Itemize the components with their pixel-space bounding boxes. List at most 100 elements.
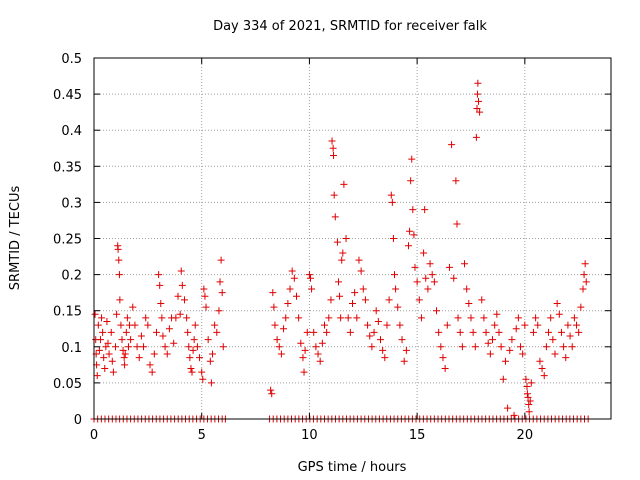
data-point bbox=[476, 108, 484, 116]
data-point bbox=[553, 299, 561, 307]
data-point bbox=[135, 354, 143, 362]
x-axis: 0 5 10 15 20 bbox=[90, 58, 533, 443]
data-point bbox=[458, 343, 466, 351]
data-point bbox=[405, 242, 413, 250]
y-tick-label: 0.25 bbox=[53, 233, 82, 248]
data-point bbox=[178, 281, 186, 289]
data-point bbox=[523, 390, 531, 398]
data-point bbox=[534, 321, 542, 329]
data-point bbox=[306, 274, 314, 282]
data-point bbox=[270, 303, 278, 311]
data-point bbox=[409, 206, 417, 214]
data-point bbox=[346, 328, 354, 336]
data-point bbox=[512, 325, 520, 333]
data-point bbox=[129, 303, 137, 311]
data-point bbox=[575, 328, 583, 336]
data-point bbox=[189, 346, 197, 354]
data-point bbox=[406, 227, 414, 235]
data-point bbox=[529, 328, 537, 336]
data-point bbox=[374, 318, 382, 326]
data-point bbox=[351, 289, 359, 297]
data-point bbox=[284, 299, 292, 307]
data-point bbox=[340, 180, 348, 188]
data-point bbox=[275, 343, 283, 351]
data-point bbox=[140, 343, 148, 351]
data-point bbox=[300, 368, 308, 376]
data-point bbox=[207, 379, 215, 387]
data-point bbox=[180, 296, 188, 304]
data-point bbox=[538, 364, 546, 372]
data-point bbox=[448, 141, 456, 149]
data-point bbox=[204, 336, 212, 344]
data-point bbox=[199, 375, 207, 383]
data-point bbox=[305, 271, 313, 279]
data-point bbox=[398, 336, 406, 344]
data-point bbox=[573, 321, 581, 329]
data-point bbox=[521, 321, 529, 329]
data-point bbox=[510, 411, 518, 419]
data-point bbox=[193, 343, 201, 351]
data-point bbox=[299, 354, 307, 362]
data-point bbox=[277, 350, 285, 358]
data-point bbox=[267, 386, 275, 394]
data-point bbox=[310, 328, 318, 336]
data-point bbox=[211, 321, 219, 329]
data-point bbox=[501, 357, 509, 365]
data-point bbox=[152, 328, 160, 336]
data-point bbox=[271, 321, 279, 329]
data-point bbox=[372, 307, 380, 315]
data-point bbox=[188, 368, 196, 376]
data-point bbox=[480, 314, 488, 322]
data-point bbox=[506, 346, 514, 354]
data-point bbox=[568, 343, 576, 351]
data-point bbox=[333, 238, 341, 246]
data-point bbox=[295, 314, 303, 322]
data-point bbox=[144, 321, 152, 329]
data-point bbox=[413, 278, 421, 286]
data-point bbox=[174, 292, 182, 300]
data-point bbox=[504, 404, 512, 412]
data-point bbox=[493, 310, 501, 318]
data-point bbox=[437, 343, 445, 351]
data-point bbox=[349, 299, 356, 307]
data-point bbox=[119, 346, 127, 354]
data-point bbox=[580, 271, 588, 279]
data-point bbox=[133, 343, 141, 351]
data-point bbox=[117, 321, 125, 329]
data-point bbox=[114, 245, 122, 253]
x-tick-label: 20 bbox=[517, 428, 534, 443]
data-point bbox=[489, 336, 497, 344]
data-point bbox=[428, 271, 436, 279]
data-point bbox=[100, 354, 108, 362]
data-point bbox=[549, 336, 557, 344]
data-point bbox=[213, 328, 221, 336]
data-point bbox=[155, 271, 163, 279]
x-tick-label: 10 bbox=[301, 428, 318, 443]
data-point bbox=[540, 372, 548, 380]
data-point bbox=[566, 332, 574, 340]
data-point bbox=[391, 271, 399, 279]
data-point bbox=[303, 328, 311, 336]
data-point bbox=[185, 343, 193, 351]
data-point bbox=[312, 343, 320, 351]
data-point bbox=[389, 235, 397, 242]
data-point bbox=[330, 191, 338, 199]
y-tick-label: 0.1 bbox=[61, 341, 82, 356]
data-point bbox=[471, 343, 479, 351]
y-tick-label: 0.5 bbox=[61, 52, 82, 67]
data-point bbox=[465, 299, 473, 307]
data-point bbox=[216, 278, 224, 286]
y-tick-label: 0 bbox=[74, 413, 82, 428]
data-point bbox=[323, 328, 331, 336]
data-point bbox=[525, 408, 533, 416]
y-axis: 0 0.05 0.1 0.15 0.2 0.25 0.3 0.35 0.4 0.45 0.5 bbox=[53, 52, 611, 428]
data-point bbox=[120, 354, 128, 362]
data-point bbox=[158, 314, 166, 322]
data-point bbox=[570, 314, 578, 322]
data-point bbox=[452, 177, 460, 185]
data-point bbox=[519, 350, 527, 358]
data-point bbox=[383, 321, 391, 329]
data-point bbox=[562, 354, 570, 362]
data-point bbox=[339, 249, 347, 257]
